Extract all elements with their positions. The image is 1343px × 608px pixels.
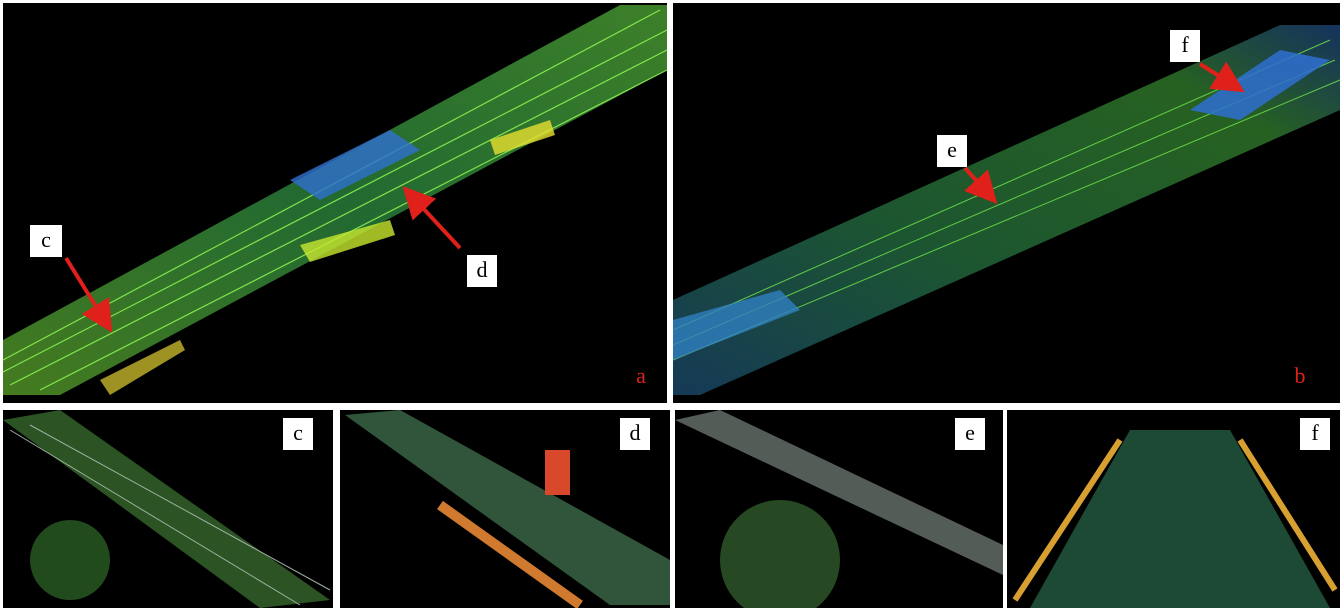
building: [545, 450, 570, 495]
callout-label: d: [477, 257, 488, 282]
panel-label: c: [293, 420, 303, 445]
panel-label: d: [630, 420, 641, 445]
panel-label: a: [636, 363, 646, 388]
callout-label: e: [947, 137, 957, 162]
panel-b: e f b: [673, 3, 1340, 403]
panel-f: f: [1007, 410, 1340, 608]
callout-label: c: [41, 227, 51, 252]
panel-label: e: [965, 420, 975, 445]
callout-label: f: [1181, 32, 1189, 57]
panel-a: c d a: [3, 3, 667, 403]
panel-label: f: [1311, 420, 1319, 445]
panel-label: b: [1295, 363, 1306, 388]
panel-c: c: [3, 410, 333, 608]
figure: c d a e f b c d: [0, 0, 1343, 608]
panel-e: e: [675, 410, 1003, 608]
panel-d: d: [340, 410, 670, 608]
vegetation: [30, 520, 110, 600]
